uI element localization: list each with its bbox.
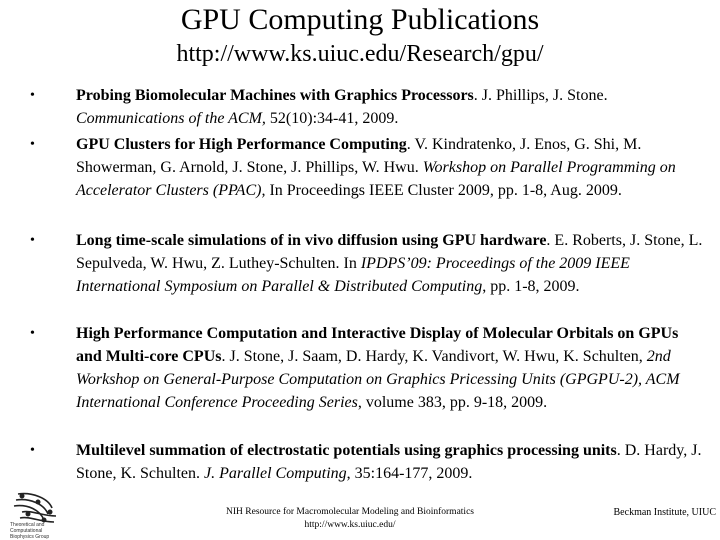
publication-details: , pp. 1-8, 2009. (482, 278, 580, 295)
list-item: Multilevel summation of electrostatic po… (76, 439, 706, 485)
list-item: High Performance Computation and Interac… (76, 322, 706, 414)
publication-details: 52(10):34-41, 2009. (265, 110, 399, 127)
publication-venue: Communications of the ACM, (76, 110, 266, 127)
bullet-icon: • (30, 443, 35, 458)
footer-resource: NIH Resource for Macromolecular Modeling… (226, 507, 474, 517)
footer-url[interactable]: http://www.ks.uiuc.edu/ (304, 520, 396, 530)
list-item: GPU Clusters for High Performance Comput… (76, 133, 706, 202)
bullet-icon: • (30, 88, 35, 103)
footer-institution: Beckman Institute, UIUC (613, 507, 716, 518)
publication-details: , volume 383, pp. 9-18, 2009. (357, 394, 548, 411)
publication-title: GPU Clusters for High Performance Comput… (76, 136, 407, 153)
publication-authors: . V. Kindratenko, J. Enos, G. Shi, M. Sh… (76, 136, 642, 176)
publication-title: Multilevel summation of electrostatic po… (76, 442, 617, 459)
group-logo-icon (13, 492, 57, 523)
bullet-icon: • (30, 137, 35, 152)
publication-authors: . J. Stone, J. Saam, D. Hardy, K. Vandiv… (221, 348, 647, 365)
footer-center: NIH Resource for Macromolecular Modeling… (215, 506, 485, 532)
page-url[interactable]: http://www.ks.uiuc.edu/Research/gpu/ (176, 41, 544, 67)
publication-venue: 2nd Workshop on General-Purpose Computat… (76, 348, 680, 411)
publication-venue: IPDPS’09: Proceedings of the 2009 IEEE I… (76, 255, 630, 295)
page-title: GPU Computing Publications (180, 3, 540, 36)
publication-authors: . D. Hardy, J. Stone, K. Schulten. (76, 442, 702, 482)
publication-venue: J. Parallel Computing (204, 465, 347, 482)
bullet-icon: • (30, 326, 35, 341)
publication-details: In Proceedings IEEE Cluster 2009, pp. 1-… (265, 182, 622, 199)
publication-authors: . E. Roberts, J. Stone, L. Sepulveda, W.… (76, 232, 703, 272)
publication-venue: Workshop on Parallel Programming on Acce… (76, 159, 676, 199)
publication-details: , 35:164-177, 2009. (346, 465, 473, 482)
publication-title: Long time-scale simulations of in vivo d… (76, 232, 547, 249)
logo-caption: Theoretical and Computational Biophysics… (10, 522, 50, 540)
publication-title: Probing Biomolecular Machines with Graph… (76, 87, 474, 104)
publication-authors: . J. Phillips, J. Stone. (473, 87, 608, 104)
list-item: Long time-scale simulations of in vivo d… (76, 229, 706, 298)
list-item: Probing Biomolecular Machines with Graph… (76, 84, 706, 130)
bullet-icon: • (30, 233, 35, 248)
publication-title: High Performance Computation and Interac… (76, 325, 679, 365)
